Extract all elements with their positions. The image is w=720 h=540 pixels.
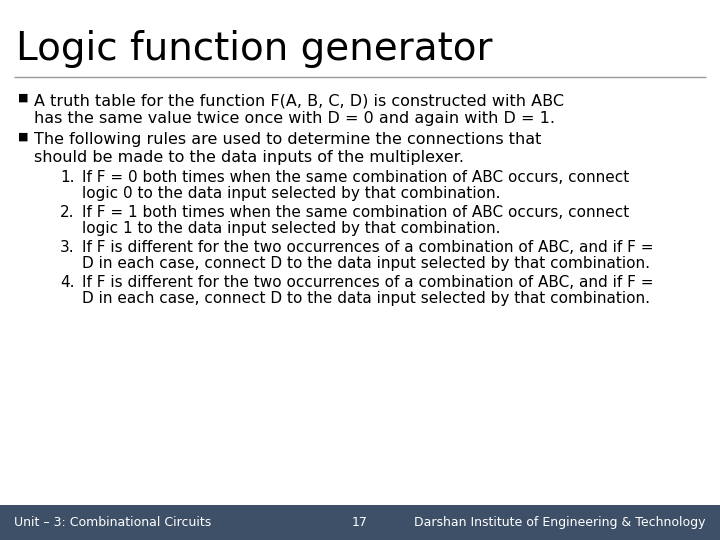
Text: 2.: 2. <box>60 205 74 220</box>
Text: D in each case, connect D to the data input selected by that combination.: D in each case, connect D to the data in… <box>82 256 650 271</box>
Text: has the same value twice once with D = 0 and again with D = 1.: has the same value twice once with D = 0… <box>34 111 555 126</box>
Text: If F = 1 both times when the same combination of ABC occurs, connect: If F = 1 both times when the same combin… <box>82 205 629 220</box>
Text: The following rules are used to determine the connections that: The following rules are used to determin… <box>34 132 541 147</box>
Text: 1.: 1. <box>60 170 74 185</box>
Text: D in each case, connect D to the data input selected by that combination.: D in each case, connect D to the data in… <box>82 291 650 306</box>
Text: ■: ■ <box>18 132 29 142</box>
Text: 3.: 3. <box>60 240 75 255</box>
Text: Unit – 3: Combinational Circuits: Unit – 3: Combinational Circuits <box>14 516 211 529</box>
Text: A truth table for the function F(A, B, C, D) is constructed with ABC: A truth table for the function F(A, B, C… <box>34 93 564 108</box>
Bar <box>0 505 720 540</box>
Text: logic 1 to the data input selected by that combination.: logic 1 to the data input selected by th… <box>82 221 500 236</box>
Text: Darshan Institute of Engineering & Technology: Darshan Institute of Engineering & Techn… <box>415 516 706 529</box>
Text: logic 0 to the data input selected by that combination.: logic 0 to the data input selected by th… <box>82 186 500 201</box>
Text: should be made to the data inputs of the multiplexer.: should be made to the data inputs of the… <box>34 150 464 165</box>
Text: 4.: 4. <box>60 275 74 290</box>
Text: If F is different for the two occurrences of a combination of ABC, and if F =: If F is different for the two occurrence… <box>82 240 654 255</box>
Text: If F is different for the two occurrences of a combination of ABC, and if F =: If F is different for the two occurrence… <box>82 275 654 290</box>
Text: Logic function generator: Logic function generator <box>16 30 492 68</box>
Text: 17: 17 <box>352 516 368 529</box>
Text: If F = 0 both times when the same combination of ABC occurs, connect: If F = 0 both times when the same combin… <box>82 170 629 185</box>
Text: ■: ■ <box>18 93 29 103</box>
